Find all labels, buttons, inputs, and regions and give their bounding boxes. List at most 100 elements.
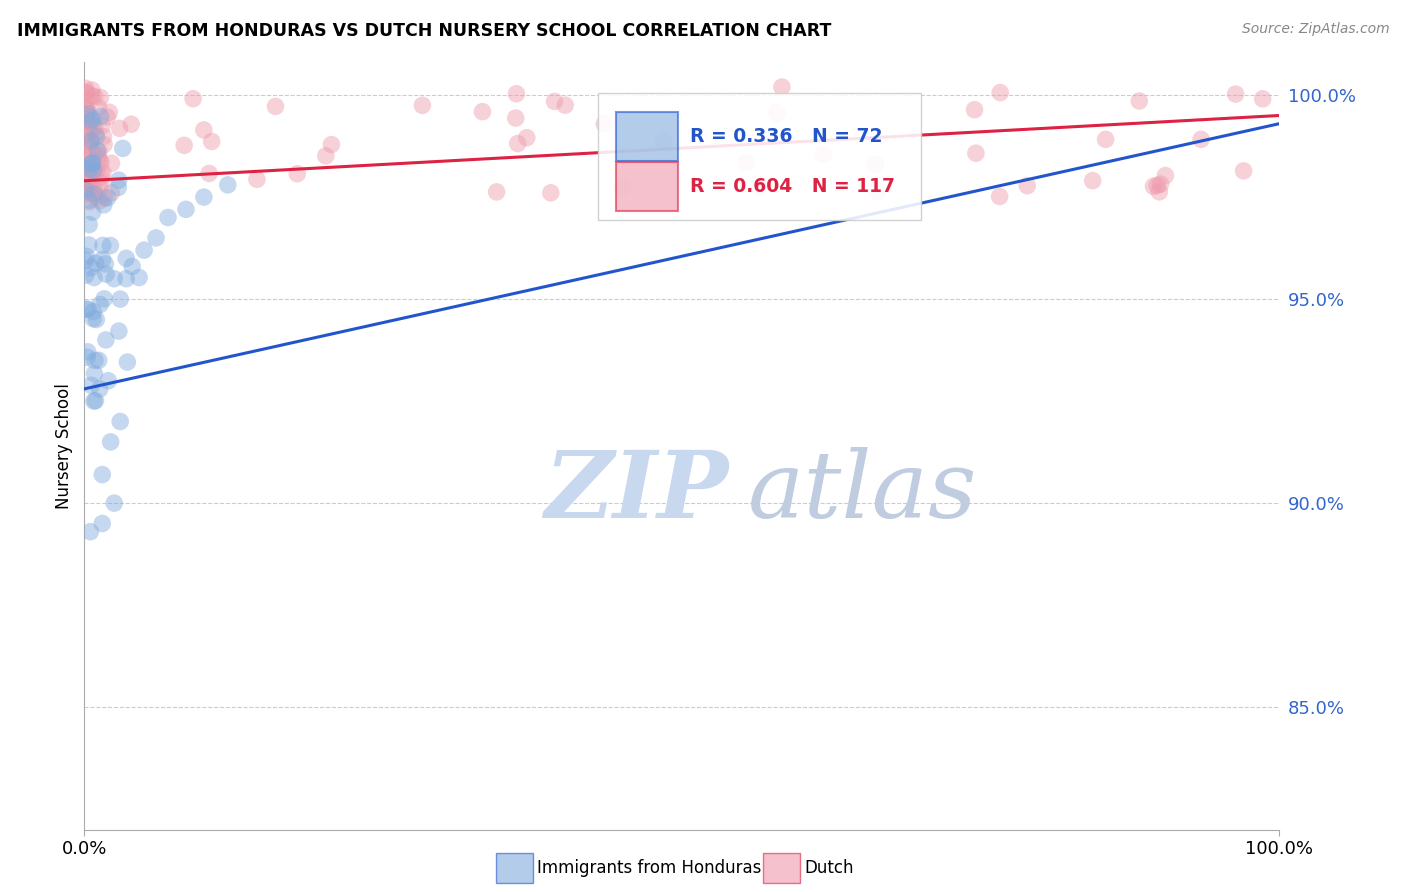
Point: [866, 184, 889, 198]
Point: [80, 83, 103, 97]
Point: [77, 144, 100, 158]
Point: [87, 353, 110, 368]
Point: [115, 252, 138, 266]
Point: [76, 186, 98, 200]
Point: [80, 378, 103, 392]
FancyBboxPatch shape: [616, 112, 678, 161]
Point: [93, 191, 115, 205]
Point: [75, 124, 97, 138]
Point: [75, 268, 97, 283]
Point: [285, 167, 308, 181]
Point: [79, 135, 101, 149]
Point: [75, 249, 97, 263]
Point: [75, 139, 97, 153]
Point: [1225, 87, 1247, 101]
Point: [87, 145, 110, 159]
Point: [157, 211, 180, 225]
Point: [76, 102, 98, 116]
Point: [1189, 132, 1212, 146]
Point: [75, 183, 97, 197]
Point: [75, 161, 97, 176]
Point: [315, 149, 337, 163]
Point: [128, 270, 150, 285]
Point: [93, 129, 115, 144]
Point: [90, 110, 112, 124]
Point: [75, 85, 97, 99]
Point: [76, 106, 98, 120]
Point: [75, 108, 97, 122]
Point: [90, 155, 112, 169]
Point: [75, 148, 97, 162]
Point: [89, 90, 111, 104]
Point: [79, 162, 101, 177]
Point: [76, 174, 98, 188]
Point: [198, 166, 221, 180]
Point: [80, 157, 103, 171]
Point: [264, 99, 287, 113]
Point: [93, 137, 115, 152]
Point: [217, 178, 239, 192]
Point: [193, 190, 215, 204]
Point: [505, 87, 527, 101]
Point: [79, 127, 101, 141]
Point: [80, 133, 103, 147]
Point: [75, 302, 97, 317]
Point: [98, 105, 121, 120]
Point: [1150, 177, 1173, 191]
Point: [1081, 174, 1104, 188]
Point: [75, 101, 97, 115]
Point: [80, 157, 103, 171]
Point: [82, 155, 104, 169]
Point: [103, 271, 125, 285]
Point: [988, 189, 1011, 203]
Point: [100, 434, 122, 449]
Text: R = 0.604   N = 117: R = 0.604 N = 117: [690, 178, 896, 196]
Point: [107, 180, 129, 194]
Point: [543, 95, 565, 109]
Point: [83, 186, 105, 201]
Point: [612, 180, 634, 194]
Point: [79, 194, 101, 209]
Point: [79, 181, 101, 195]
Point: [988, 86, 1011, 100]
Point: [89, 153, 111, 167]
Point: [77, 193, 100, 207]
Point: [89, 181, 111, 195]
Point: [87, 149, 110, 163]
Text: Source: ZipAtlas.com: Source: ZipAtlas.com: [1241, 22, 1389, 37]
Point: [107, 173, 129, 187]
Point: [75, 87, 97, 101]
Point: [82, 112, 104, 127]
Point: [75, 100, 97, 114]
Point: [82, 164, 104, 178]
Point: [76, 128, 98, 142]
Point: [766, 106, 789, 120]
Point: [97, 374, 120, 388]
Point: [77, 123, 100, 137]
Y-axis label: Nursery School: Nursery School: [55, 383, 73, 509]
Point: [121, 260, 143, 274]
Point: [77, 238, 100, 252]
Point: [77, 218, 100, 232]
Point: [115, 271, 138, 285]
Point: [82, 154, 104, 169]
Point: [83, 163, 105, 178]
Point: [94, 257, 117, 271]
Point: [965, 146, 987, 161]
Point: [75, 124, 97, 138]
Point: [75, 161, 97, 175]
Point: [110, 292, 132, 306]
Point: [91, 516, 114, 531]
Point: [411, 98, 433, 112]
Point: [87, 100, 110, 114]
Text: IMMIGRANTS FROM HONDURAS VS DUTCH NURSERY SCHOOL CORRELATION CHART: IMMIGRANTS FROM HONDURAS VS DUTCH NURSER…: [17, 22, 831, 40]
Point: [770, 80, 793, 95]
Point: [75, 165, 97, 179]
Point: [506, 136, 529, 151]
Point: [82, 179, 104, 194]
Point: [77, 184, 100, 198]
Point: [97, 191, 120, 205]
Point: [75, 114, 97, 128]
Point: [75, 153, 97, 168]
Point: [90, 169, 112, 184]
